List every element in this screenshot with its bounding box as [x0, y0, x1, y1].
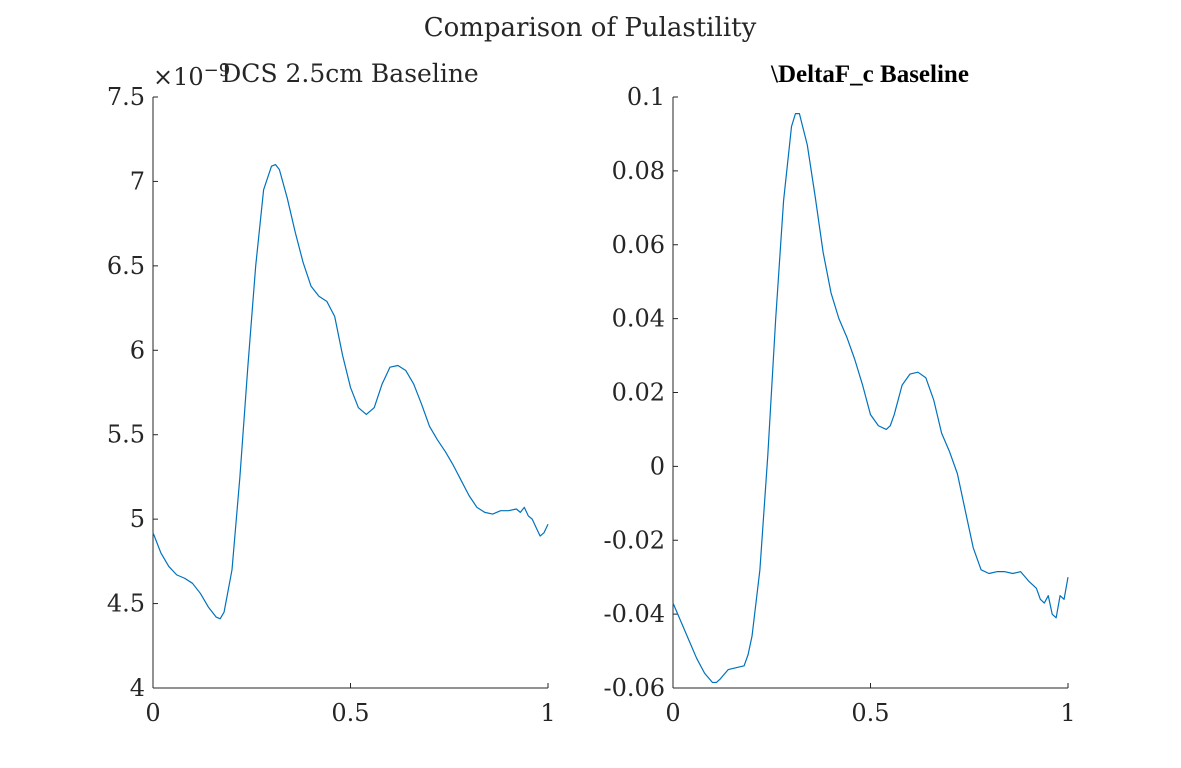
- y-tick-label: 0.04: [612, 305, 665, 333]
- x-tick-label: 0: [665, 699, 680, 727]
- axes-title: DCS 2.5cm Baseline: [221, 59, 478, 88]
- y-tick-label: 4: [130, 674, 145, 702]
- x-tick-label: 0.5: [851, 699, 889, 727]
- y-tick-label: 5: [130, 505, 145, 533]
- y-tick-label: 0.1: [627, 83, 665, 111]
- y-tick-label: 6.5: [107, 252, 145, 280]
- y-tick-label: 6: [130, 336, 145, 364]
- y-tick-label: -0.02: [603, 526, 665, 554]
- x-tick-label: 0: [145, 699, 160, 727]
- x-tick-label: 0.5: [331, 699, 369, 727]
- x-tick-label: 1: [540, 699, 555, 727]
- y-tick-label: -0.04: [603, 600, 665, 628]
- y-tick-label: -0.06: [603, 674, 665, 702]
- y-tick-label: 7: [130, 167, 145, 195]
- y-exponent-power: −9: [204, 60, 231, 81]
- y-tick-label: 4.5: [107, 590, 145, 618]
- axes-title: \DeltaF_c Baseline: [770, 61, 969, 88]
- y-tick-label: 0.08: [612, 157, 665, 185]
- figure-suptitle: Comparison of Pulastility: [424, 13, 757, 43]
- y-tick-label: 7.5: [107, 83, 145, 111]
- series-line: [672, 113, 1069, 684]
- y-tick-label: 0: [650, 452, 665, 480]
- axes-deltafc-baseline: -0.06 -0.04 -0.02 0 0.02 0.04 0.06 0.08 0.1 0 0.5 1…: [603, 61, 1075, 727]
- y-tick-label: 0.06: [612, 231, 665, 259]
- x-tick-label: 1: [1060, 699, 1075, 727]
- series-line: [152, 163, 549, 620]
- y-tick-label: 5.5: [107, 421, 145, 449]
- y-tick-label: 0.02: [612, 379, 665, 407]
